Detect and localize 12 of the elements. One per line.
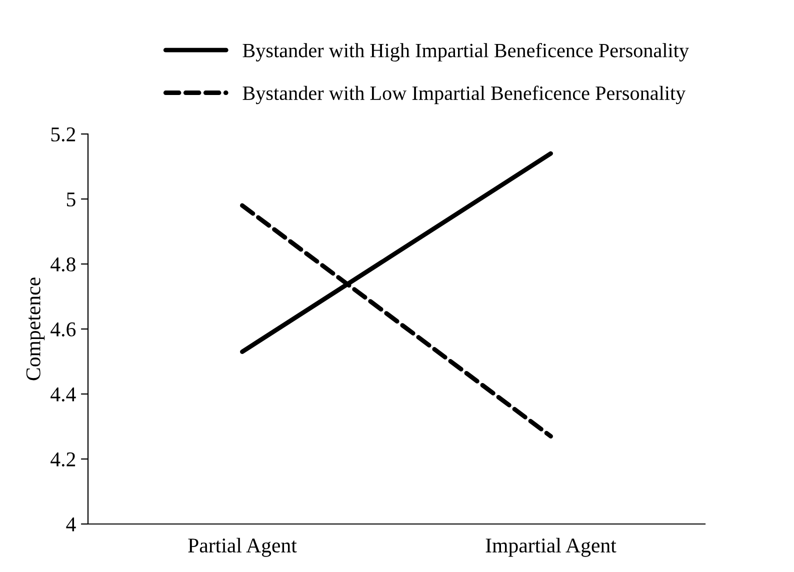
x-tick-label: Partial Agent [188,538,297,557]
y-tick-label: 4 [66,518,76,532]
legend-label: Bystander with High Impartial Beneficence Personality [242,42,689,62]
y-axis-title: Competence [26,278,45,380]
x-tick-label: Impartial Agent [486,538,616,557]
y-tick-label: 4.4 [50,388,76,402]
y-tick-label: 4.2 [50,452,76,467]
y-tick-label: 4.8 [50,257,76,272]
y-tick-label: 4.6 [50,322,76,337]
legend-label: Bystander with Low Impartial Beneficence Personality [242,86,686,104]
y-tick-label: 5.2 [51,127,76,142]
y-tick-label: 5 [66,192,76,206]
